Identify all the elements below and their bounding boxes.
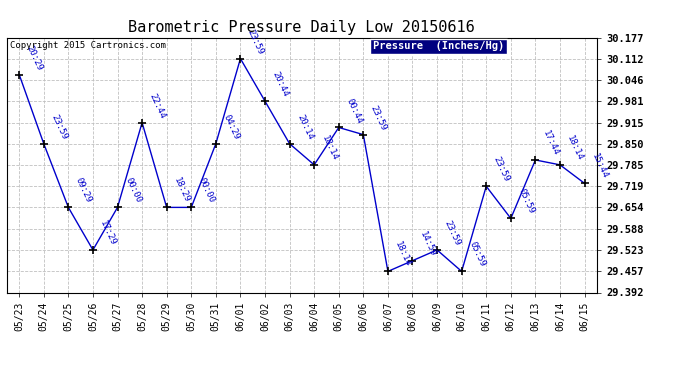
Text: 20:14: 20:14 bbox=[295, 113, 315, 141]
Text: 05:59: 05:59 bbox=[516, 188, 536, 216]
Text: 20:44: 20:44 bbox=[270, 70, 290, 98]
Text: 17:29: 17:29 bbox=[99, 219, 118, 247]
Text: 09:29: 09:29 bbox=[74, 177, 93, 205]
Text: 18:14: 18:14 bbox=[566, 134, 585, 162]
Text: Pressure  (Inches/Hg): Pressure (Inches/Hg) bbox=[373, 41, 504, 51]
Text: 05:59: 05:59 bbox=[467, 240, 486, 268]
Text: 18:29: 18:29 bbox=[172, 177, 192, 205]
Text: Copyright 2015 Cartronics.com: Copyright 2015 Cartronics.com bbox=[10, 41, 166, 50]
Text: 14:59: 14:59 bbox=[418, 230, 437, 258]
Text: 00:44: 00:44 bbox=[344, 96, 364, 125]
Text: 23:59: 23:59 bbox=[49, 113, 69, 141]
Text: 20:29: 20:29 bbox=[25, 44, 44, 72]
Text: 18:14: 18:14 bbox=[393, 240, 413, 268]
Text: 15:44: 15:44 bbox=[590, 152, 610, 181]
Text: 22:44: 22:44 bbox=[148, 92, 167, 120]
Text: 23:59: 23:59 bbox=[369, 104, 388, 132]
Text: 18:14: 18:14 bbox=[319, 134, 339, 162]
Text: 00:00: 00:00 bbox=[123, 177, 143, 205]
Text: 23:59: 23:59 bbox=[492, 155, 511, 183]
Text: 00:00: 00:00 bbox=[197, 177, 217, 205]
Title: Barometric Pressure Daily Low 20150616: Barometric Pressure Daily Low 20150616 bbox=[128, 20, 475, 35]
Text: 04:29: 04:29 bbox=[221, 113, 241, 141]
Text: 23:59: 23:59 bbox=[442, 219, 462, 247]
Text: 23:59: 23:59 bbox=[246, 28, 266, 56]
Text: 17:44: 17:44 bbox=[541, 129, 560, 157]
